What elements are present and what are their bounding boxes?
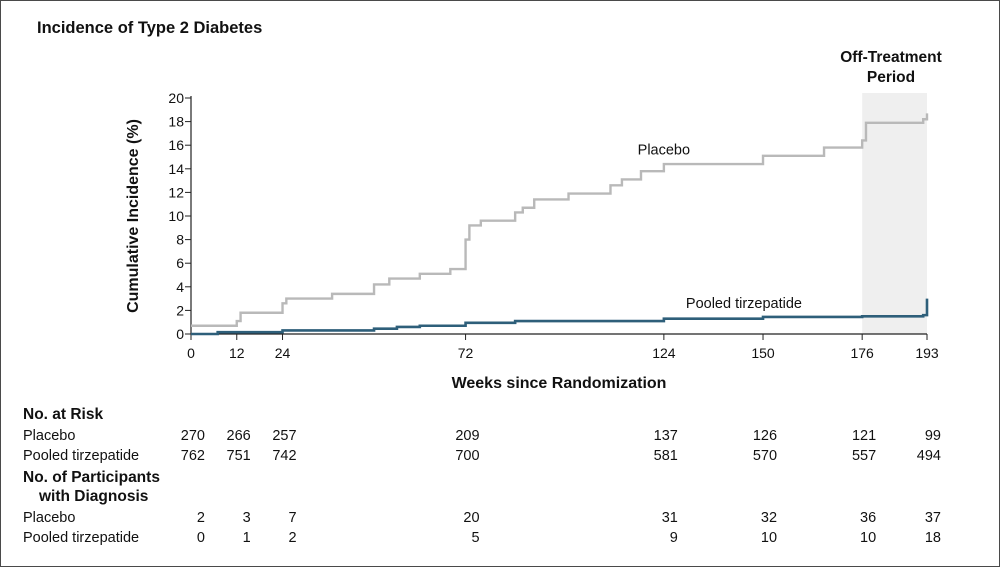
at-risk-tirzepatide-cell: 581 [653,448,678,464]
at-risk-placebo-cell: 121 [851,428,877,444]
at-risk-tirzepatide-cell: 751 [226,448,251,464]
y-tick-label: 20 [168,90,184,106]
diagnosis-placebo-cell: 2 [196,510,205,526]
y-tick-label: 2 [176,302,184,318]
chart-title: Incidence of Type 2 Diabetes [37,19,263,37]
y-axis-title: Cumulative Incidence (%) [125,119,142,313]
diagnosis-placebo-cell: 20 [463,510,480,526]
x-tick-label: 150 [751,345,775,361]
at-risk-placebo-cell: 137 [653,428,678,444]
at-risk-placebo-cell: 257 [272,428,297,444]
at-risk-placebo-cell: 126 [752,428,778,444]
diagnosis-header-line1: No. of Participants [23,469,160,486]
at-risk-tirzepatide-cell: 557 [851,448,877,464]
x-tick-label: 12 [229,345,245,361]
diagnosis-label-tirzepatide: Pooled tirzepatide [23,530,140,546]
y-tick-label: 14 [168,161,184,177]
x-tick-label: 193 [915,345,939,361]
diagnosis-placebo-cell: 31 [661,510,678,526]
y-tick-label: 12 [168,184,184,200]
x-tick-label: 0 [187,345,195,361]
at-risk-tirzepatide-cell: 762 [180,448,205,464]
diagnosis-tirzepatide-cell: 2 [288,530,297,546]
x-tick-label: 72 [458,345,474,361]
off-treatment-region [862,93,927,334]
diagnosis-tirzepatide-cell: 1 [242,530,251,546]
diagnosis-tirzepatide-cell: 10 [860,530,877,546]
series-label-tirzepatide: Pooled tirzepatide [686,296,802,312]
diagnosis-tirzepatide-cell: 5 [471,530,480,546]
y-tick-label: 0 [176,326,184,342]
diagnosis-placebo-cell: 32 [760,510,778,526]
off-treatment-label: Off-Treatment Period [840,49,942,86]
diagnosis-label-placebo: Placebo [23,510,76,526]
series-label-placebo: Placebo [638,143,690,159]
diagnosis-placebo-cell: 36 [860,510,877,526]
y-tick-label: 18 [168,114,184,130]
series-line-placebo [191,113,929,327]
diagnosis-placebo-cell: 3 [242,510,251,526]
at-risk-placebo-cell: 270 [180,428,205,444]
diagnosis-tirzepatide-cell: 9 [669,530,678,546]
x-axis-title: Weeks since Randomization [452,375,667,392]
y-tick-label: 4 [176,279,184,295]
diagnosis-placebo-cell: 37 [924,510,941,526]
diagnosis-header-line2: with Diagnosis [39,488,149,505]
at-risk-tirzepatide-cell: 570 [752,448,778,464]
y-tick-label: 8 [176,232,184,248]
diagnosis-tirzepatide-cell: 0 [196,530,205,546]
risk-label-tirzepatide: Pooled tirzepatide [23,448,140,464]
x-tick-label: 24 [275,345,291,361]
at-risk-placebo-cell: 99 [924,428,941,444]
diagnosis-placebo-cell: 7 [288,510,297,526]
risk-header-at-risk: No. at Risk [23,406,104,423]
diagnosis-tirzepatide-cell: 18 [924,530,941,546]
at-risk-tirzepatide-cell: 742 [272,448,297,464]
y-tick-label: 16 [168,137,184,153]
diagnosis-tirzepatide-cell: 10 [760,530,778,546]
y-tick-label: 10 [168,208,184,224]
at-risk-tirzepatide-cell: 494 [916,448,941,464]
at-risk-placebo-cell: 266 [226,428,251,444]
risk-label-placebo: Placebo [23,428,76,444]
x-tick-label: 124 [652,345,676,361]
at-risk-tirzepatide-cell: 700 [455,448,480,464]
y-tick-label: 6 [176,255,184,271]
at-risk-placebo-cell: 209 [455,428,480,444]
series-line-tirzepatide [191,298,929,336]
x-tick-label: 176 [850,345,874,361]
